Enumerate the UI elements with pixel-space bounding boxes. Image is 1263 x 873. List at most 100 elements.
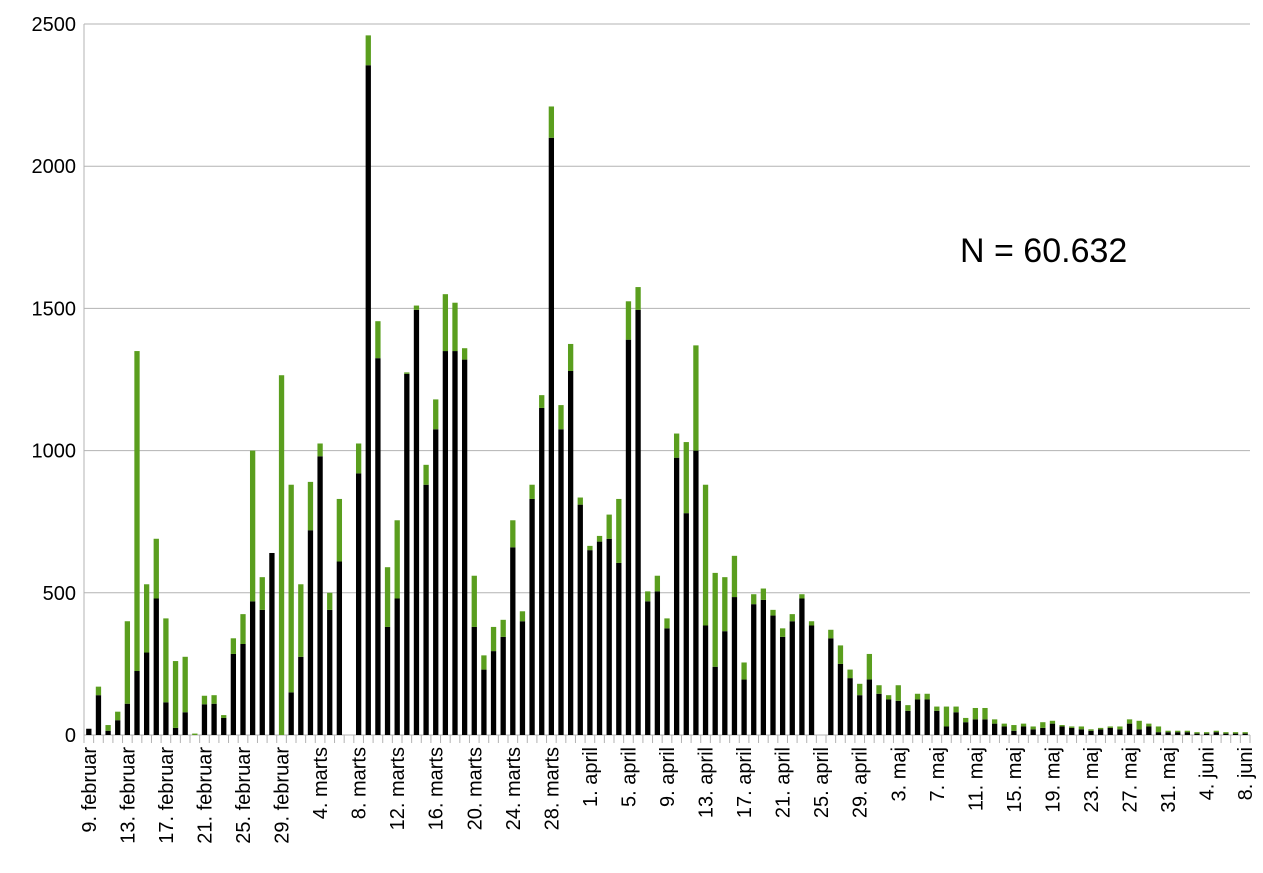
bar-segment-bottom — [837, 663, 844, 735]
bar-segment-bottom — [365, 65, 371, 736]
bar-segment-top — [1194, 732, 1200, 734]
bar-segment-bottom — [731, 597, 738, 735]
bar-segment-bottom — [124, 703, 131, 735]
grid-lines — [84, 23, 1250, 594]
bar-segment-top — [1069, 726, 1075, 728]
bar-segment-top — [895, 685, 901, 701]
bar-segment-top — [1165, 730, 1171, 733]
bar-segment-bottom — [693, 450, 699, 735]
bar-segment-top — [914, 693, 921, 700]
x-tick-label: 11. maj — [965, 747, 987, 811]
bar-segment-top — [461, 348, 468, 360]
bar-segment-top — [751, 594, 757, 605]
bar-segment-top — [876, 685, 882, 694]
bar-segment-top — [837, 645, 844, 664]
bar-segment-top — [539, 395, 545, 408]
bar-segment-bottom — [943, 726, 950, 735]
bar-segment-top — [490, 626, 497, 652]
bar-segment-top — [683, 442, 689, 514]
bar-segment-top — [317, 443, 323, 457]
x-tick-label: 7. maj — [927, 747, 949, 801]
bar-segment-bottom — [991, 723, 998, 735]
bar-segment-bottom — [847, 678, 853, 735]
bar-segment-bottom — [1165, 732, 1171, 735]
bar-segment-top — [288, 484, 294, 693]
x-tick-label: 1. april — [580, 747, 602, 807]
bar-segment-bottom — [635, 309, 641, 735]
bar-segment-bottom — [163, 702, 169, 735]
x-tick-label: 21. februar — [194, 747, 216, 844]
bar-segment-top — [278, 375, 285, 735]
bar-segment-bottom — [490, 651, 497, 735]
bar-segment-bottom — [914, 699, 921, 735]
bar-segment-bottom — [654, 591, 661, 735]
bar-segment-bottom — [413, 309, 420, 735]
bar-segment-bottom — [722, 631, 728, 735]
bar-segment-top — [885, 695, 892, 700]
bar-segment-bottom — [1088, 730, 1094, 735]
bar-segment-top — [779, 628, 786, 637]
bar-segment-top — [934, 706, 940, 711]
bar-segment-top — [606, 514, 612, 539]
bar-segment-bottom — [1011, 730, 1017, 735]
bar-segment-top — [433, 399, 439, 430]
bar-segment-top — [105, 725, 111, 731]
x-tick-label: 19. maj — [1042, 747, 1064, 813]
bar-segment-bottom — [779, 636, 786, 735]
bar-segment-top — [95, 686, 102, 696]
bar-segment-bottom — [1069, 727, 1075, 735]
bar-segment-bottom — [1232, 733, 1239, 735]
sample-size-annotation: N = 60.632 — [960, 232, 1127, 270]
bar-segment-top — [731, 555, 738, 598]
bar-segment-bottom — [760, 599, 767, 735]
x-tick-label: 28. marts — [541, 747, 563, 830]
x-tick-label: 9. april — [657, 747, 679, 807]
bar-segment-top — [673, 433, 680, 458]
x-tick-label: 17. februar — [156, 747, 178, 844]
x-tick-label: 4. marts — [310, 747, 332, 819]
bar-segment-bottom — [751, 604, 757, 735]
bar-segment-top — [1242, 732, 1248, 734]
bar-segment-top — [500, 619, 506, 637]
bar-segment-bottom — [172, 727, 179, 735]
bar-segment-top — [924, 693, 930, 700]
bar-segment-top — [866, 653, 873, 680]
bar-segment-top — [1088, 729, 1094, 731]
bar-segment-bottom — [1078, 729, 1085, 735]
bar-segment-bottom — [616, 562, 622, 735]
x-tick-label: 5. april — [618, 747, 640, 807]
bar-segment-top — [1107, 726, 1113, 728]
x-tick-label: 29. februar — [272, 747, 294, 844]
bar-segment-bottom — [336, 561, 343, 735]
bar-segment-bottom — [895, 700, 901, 735]
bar-segment-top — [230, 638, 237, 654]
x-tick-label: 13. april — [696, 747, 718, 818]
bar-segment-bottom — [259, 609, 265, 735]
bar-segment-bottom — [577, 504, 583, 735]
bar-segment-top — [172, 661, 179, 728]
bar-segment-bottom — [519, 621, 526, 735]
bar-segment-bottom — [539, 407, 545, 735]
bar-segment-top — [963, 717, 969, 723]
y-tick-label: 0 — [65, 725, 76, 747]
bar-segment-bottom — [963, 722, 969, 735]
bar-segment-bottom — [1242, 733, 1248, 735]
x-tick-label: 27. maj — [1120, 747, 1142, 813]
bar-segment-top — [423, 464, 429, 485]
bar-segment-bottom — [1049, 723, 1056, 735]
bar-segment-bottom — [500, 636, 506, 735]
bar-segment-top — [1117, 726, 1123, 730]
bar-segment-bottom — [885, 699, 892, 735]
x-tick-label: 21. april — [773, 747, 795, 818]
bar-segment-top — [847, 669, 853, 679]
bar-segment-bottom — [481, 669, 487, 735]
bar-segment-top — [1078, 726, 1085, 730]
bar-segment-bottom — [799, 598, 805, 735]
bar-segment-top — [1146, 723, 1152, 727]
bar-segment-bottom — [375, 358, 381, 735]
bar-segment-bottom — [1213, 732, 1219, 735]
bar-segment-top — [384, 567, 391, 627]
bar-segment-bottom — [529, 498, 535, 735]
bar-segment-bottom — [770, 615, 776, 735]
bar-segment-top — [1184, 730, 1191, 733]
